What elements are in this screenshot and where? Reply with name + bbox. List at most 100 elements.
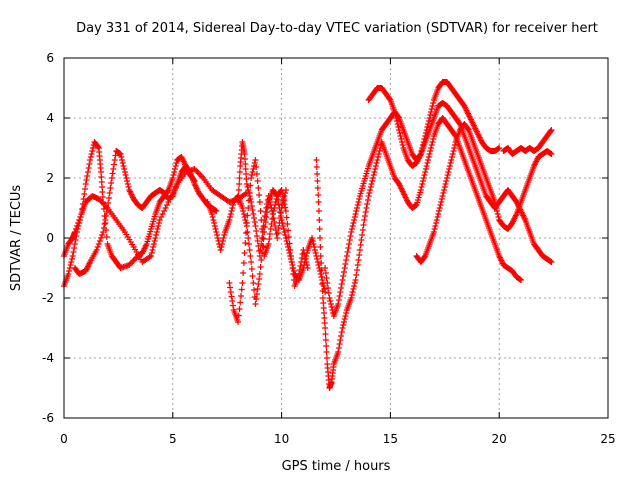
data-point: [304, 265, 311, 271]
data-point: [301, 253, 308, 259]
data-point: [229, 298, 236, 304]
data-point: [249, 207, 256, 213]
data-point: [328, 304, 335, 310]
data-point: [105, 200, 112, 206]
data-point: [148, 250, 155, 256]
data-point: [235, 319, 242, 325]
data-point: [417, 187, 424, 193]
data-point: [153, 232, 160, 238]
data-point: [370, 172, 377, 178]
data-point: [349, 223, 356, 229]
data-point: [451, 142, 458, 148]
data-point: [302, 256, 309, 262]
data-point: [228, 293, 235, 300]
data-point: [342, 313, 349, 319]
data-point: [309, 238, 316, 244]
data-point: [354, 205, 361, 211]
y-tick-label: 4: [46, 111, 54, 125]
data-point: [269, 208, 276, 214]
data-point: [253, 164, 260, 170]
data-point: [298, 259, 305, 265]
data-point: [492, 202, 499, 208]
x-tick-label: 10: [274, 432, 289, 446]
data-point: [282, 208, 289, 214]
data-point: [149, 247, 156, 253]
data-point: [314, 259, 321, 265]
data-point: [151, 238, 158, 244]
data-point: [445, 169, 452, 175]
data-point: [351, 283, 358, 289]
data-point: [338, 329, 345, 335]
data-point: [171, 169, 178, 175]
data-point: [326, 295, 333, 301]
data-point: [272, 199, 279, 205]
data-point: [343, 310, 350, 316]
data-point: [393, 118, 400, 124]
data-point: [86, 161, 93, 167]
data-point: [122, 172, 129, 178]
series-track-5: [226, 157, 311, 325]
data-point: [229, 205, 236, 211]
data-point: [397, 133, 404, 139]
data-point: [236, 169, 243, 175]
data-point: [422, 166, 429, 172]
data-point: [235, 187, 242, 193]
data-point: [226, 217, 233, 223]
data-point: [353, 208, 360, 214]
data-point: [432, 223, 439, 229]
data-point: [322, 270, 329, 276]
data-point: [396, 130, 403, 136]
data-point: [392, 112, 399, 118]
data-point: [245, 205, 252, 211]
data-point: [267, 202, 274, 208]
series-track-9: [365, 79, 503, 169]
data-point: [266, 231, 273, 237]
data-point: [359, 227, 366, 233]
data-point: [230, 302, 237, 309]
data-point: [314, 171, 321, 177]
data-point: [338, 333, 345, 339]
data-point: [324, 280, 331, 286]
data-point: [274, 235, 281, 241]
data-point: [420, 175, 427, 181]
data-point: [340, 269, 347, 275]
data-point: [268, 205, 275, 211]
data-point: [451, 145, 458, 151]
y-tick-label: 2: [46, 171, 54, 185]
data-point: [256, 253, 263, 259]
data-point: [279, 202, 286, 208]
data-point: [152, 235, 159, 241]
data-point: [251, 160, 258, 166]
data-point: [238, 286, 245, 293]
data-point: [245, 187, 252, 193]
data-point: [281, 193, 288, 199]
data-point: [314, 178, 321, 184]
data-point: [255, 185, 262, 191]
data-point: [246, 193, 253, 199]
data-point: [423, 127, 430, 133]
data-point: [317, 244, 324, 250]
data-point: [226, 280, 233, 286]
data-point: [99, 232, 106, 238]
data-point: [433, 217, 440, 223]
data-point: [296, 267, 303, 273]
data-point: [420, 139, 427, 145]
data-point: [173, 160, 180, 166]
data-point: [396, 127, 403, 133]
data-point: [263, 205, 270, 211]
data-point: [249, 169, 256, 175]
data-point: [335, 297, 342, 303]
data-point: [266, 199, 273, 205]
data-point: [338, 281, 345, 287]
data-point: [336, 293, 343, 299]
data-point: [319, 281, 326, 287]
data-point: [438, 199, 445, 205]
data-point: [417, 151, 424, 157]
x-tick-label: 20: [492, 432, 507, 446]
data-point: [314, 185, 321, 191]
data-point: [548, 259, 555, 265]
data-point: [70, 249, 77, 255]
x-tick-label: 25: [600, 432, 615, 446]
data-point: [356, 252, 363, 258]
data-point: [169, 175, 176, 181]
